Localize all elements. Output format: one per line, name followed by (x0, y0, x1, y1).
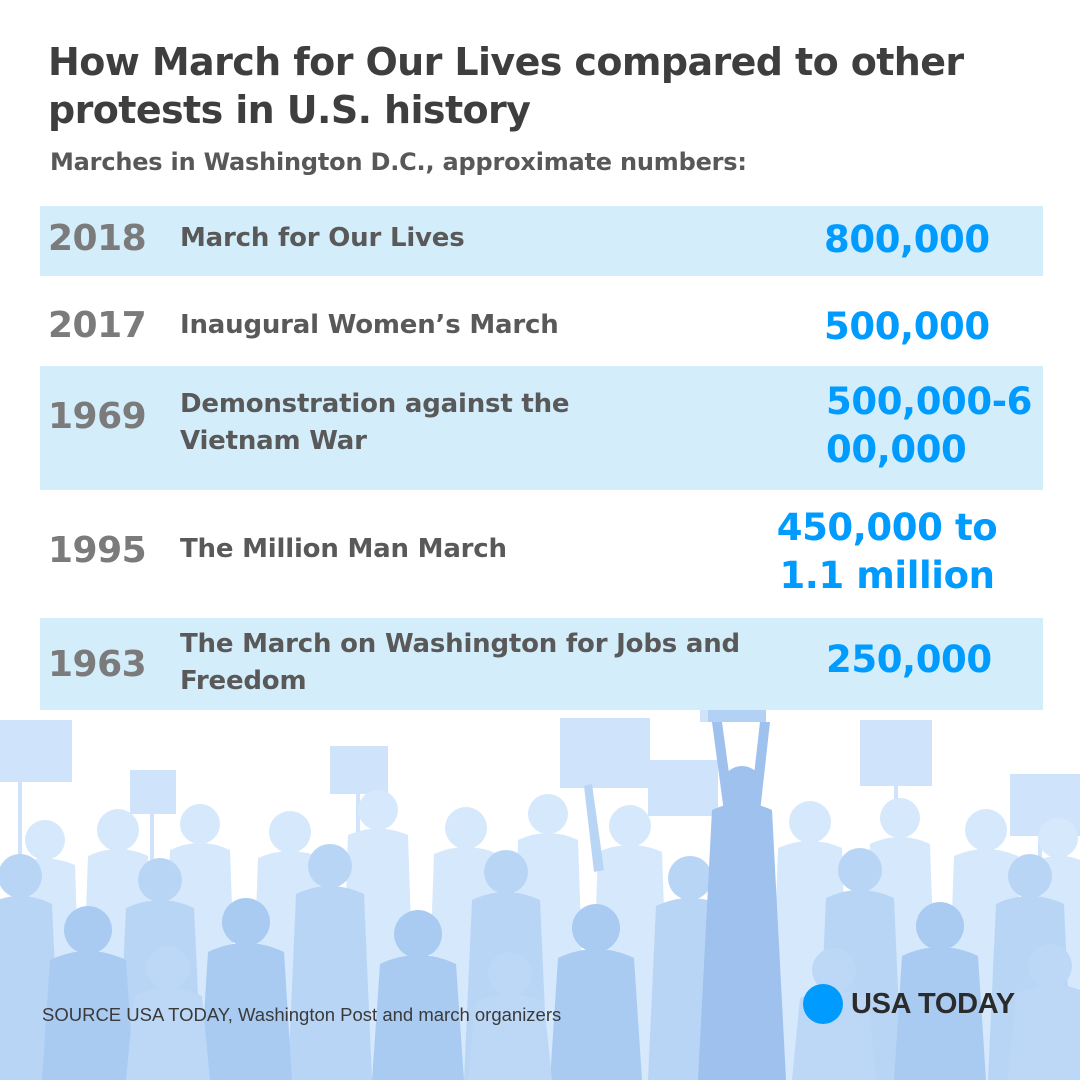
march-year: 1995 (48, 530, 147, 571)
march-row: 2017 Inaugural Women’s March 500,000 (40, 276, 1043, 366)
march-list: 2018 March for Our Lives 800,000 (40, 206, 1043, 276)
march-row: 1963 The March on Washington for Jobs an… (40, 618, 1043, 710)
page-subtitle: Marches in Washington D.C., approximate … (50, 148, 747, 176)
march-year: 2018 (48, 218, 147, 259)
blue-circle-icon (803, 984, 843, 1024)
march-event: The Million Man March (180, 534, 507, 564)
march-event: Demonstration against the Vietnam War (180, 389, 570, 456)
march-year: 1969 (48, 396, 147, 437)
march-count: 450,000 to 1.1 million (776, 506, 998, 597)
march-row: 2018 March for Our Lives 800,000 (40, 206, 1043, 276)
brand-logo: USA TODAY (803, 984, 1015, 1024)
march-row: 1969 Demonstration against the Vietnam W… (40, 366, 1043, 490)
march-count: 800,000 (824, 218, 990, 261)
march-year: 2017 (48, 305, 147, 346)
march-count: 500,000-600,000 (826, 380, 1033, 471)
march-event: March for Our Lives (180, 223, 465, 253)
march-count: 250,000 (826, 638, 992, 681)
source-note: SOURCE USA TODAY, Washington Post and ma… (42, 1004, 562, 1025)
march-event: Inaugural Women’s March (180, 310, 559, 340)
march-year: 1963 (48, 644, 147, 685)
crowd-silhouette-illustration (0, 696, 1080, 1080)
march-count: 500,000 (824, 305, 990, 348)
page-title: How March for Our Lives compared to othe… (48, 40, 964, 132)
march-row: 1995 The Million Man March 450,000 to 1.… (40, 490, 1043, 618)
brand-name: USA TODAY (851, 987, 1015, 1020)
march-event: The March on Washington for Jobs and Fre… (180, 629, 740, 696)
